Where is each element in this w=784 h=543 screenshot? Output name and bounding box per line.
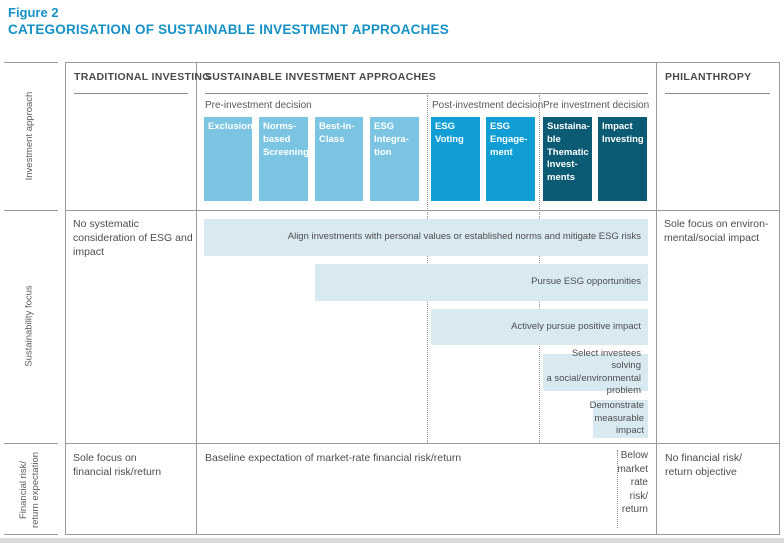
table-border	[65, 62, 780, 535]
axis-label-sustainability-focus: Sustainability focus	[23, 285, 35, 367]
figure-label: Figure 2	[8, 5, 59, 20]
page-edge-strip	[0, 538, 784, 543]
approach-box-sustainable-thematic: Sustaina- ble Thematic Invest- ments	[543, 117, 592, 201]
divider-row-focus-financial	[65, 443, 780, 444]
header-underline-philanthropy	[665, 93, 770, 94]
decision-group-pre-investment-2: Pre investment decision	[543, 100, 650, 111]
approach-box-exclusions: Exclusions	[204, 117, 258, 201]
axis-rule-mid1	[4, 210, 58, 211]
header-underline-traditional	[74, 93, 188, 94]
focus-bar-demonstrate-impact: Demonstrate measurable impact	[590, 400, 648, 438]
header-underline-sustainable	[205, 93, 648, 94]
note-no-financial-objective: No financial risk/ return objective	[665, 452, 743, 479]
decision-group-post-investment: Post-investment decision	[432, 100, 544, 111]
approach-box-impact-investing: Impact Investing	[598, 117, 647, 201]
axis-rule-bottom	[4, 534, 58, 535]
divider-traditional-sustainable	[196, 62, 197, 535]
header-traditional-investing: TRADITIONAL INVESTING	[74, 71, 211, 83]
approach-box-norms-based-screening: Norms- based Screening	[259, 117, 309, 201]
focus-bar-actively-pursue-impact: Actively pursue positive impact	[431, 309, 648, 345]
approach-box-esg-integration: ESG Integra- tion	[370, 117, 419, 201]
dotted-separator-below-market	[617, 450, 618, 528]
decision-group-pre-investment: Pre-investment decision	[205, 100, 312, 111]
approach-box-esg-voting: ESG Voting	[431, 117, 480, 201]
note-baseline-expectation: Baseline expectation of market-rate fina…	[205, 452, 462, 464]
divider-row-approach-focus	[65, 210, 780, 211]
divider-sustainable-philanthropy	[656, 62, 657, 535]
approach-box-esg-engagement: ESG Engage- ment	[486, 117, 535, 201]
note-sole-focus-environmental: Sole focus on environ- mental/social imp…	[664, 218, 769, 245]
header-philanthropy: PHILANTHROPY	[665, 71, 752, 83]
figure-title: CATEGORISATION OF SUSTAINABLE INVESTMENT…	[8, 22, 449, 37]
approach-box-best-in-class: Best-in- Class	[315, 117, 363, 201]
header-sustainable-approaches: SUSTAINABLE INVESTMENT APPROACHES	[205, 71, 436, 83]
axis-rule-top	[4, 62, 58, 63]
note-below-market-rate: Below market rate risk/ return	[617, 450, 648, 515]
axis-label-investment-approach: Investment approach	[24, 91, 35, 181]
note-sole-focus-financial: Sole focus on financial risk/return	[73, 452, 162, 479]
focus-bar-select-investees: Select investees solving a social/enviro…	[543, 348, 648, 396]
note-no-systematic-esg: No systematic consideration of ESG and i…	[73, 218, 193, 259]
axis-rule-mid2	[4, 443, 58, 444]
axis-label-financial-risk: Financial risk/ return expectation	[18, 451, 42, 529]
focus-bar-align-investments: Align investments with personal values o…	[204, 219, 648, 256]
focus-bar-pursue-esg-opportunities: Pursue ESG opportunities	[315, 264, 648, 301]
